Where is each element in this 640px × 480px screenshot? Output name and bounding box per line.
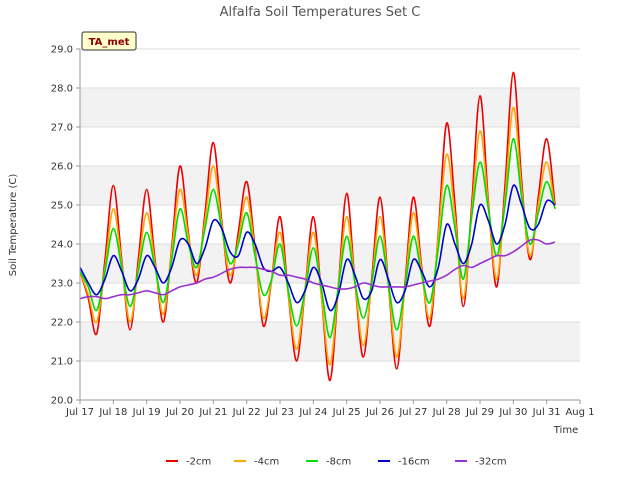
y-tick-label: 24.0 xyxy=(51,240,73,251)
plot-band xyxy=(80,49,580,88)
y-tick-label: 29.0 xyxy=(51,45,73,56)
plot-band xyxy=(80,205,580,244)
x-tick-label: Jul 23 xyxy=(265,407,294,418)
y-tick-label: 20.0 xyxy=(51,396,73,407)
axes xyxy=(79,49,580,401)
y-tick-label: 21.0 xyxy=(51,357,73,368)
plot-band xyxy=(80,88,580,127)
series-line-32cm xyxy=(79,238,556,300)
x-axis-ticks: Jul 17 Jul 18 Jul 19 Jul 20 Jul 21 Jul 22 Jul … xyxy=(65,400,595,418)
x-tick-label: Jul 17 xyxy=(65,407,94,418)
legend: -2cm -4cm -8cm -16cm -32cm xyxy=(166,457,507,468)
y-tick-label: 22.0 xyxy=(51,318,73,329)
y-tick-label: 28.0 xyxy=(51,84,73,95)
x-tick-label: Jul 24 xyxy=(298,407,327,418)
x-tick-label: Jul 30 xyxy=(498,407,527,418)
x-tick-label: Aug 1 xyxy=(565,407,594,418)
y-tick-label: 26.0 xyxy=(51,162,73,173)
plot-band xyxy=(80,244,580,283)
series-line-8cm xyxy=(79,137,556,339)
series-line-16cm xyxy=(79,184,556,312)
y-tick-label: 25.0 xyxy=(51,201,73,212)
ta-met-badge-label: TA_met xyxy=(89,37,130,48)
x-tick-label: Jul 18 xyxy=(98,407,127,418)
x-tick-label: Jul 25 xyxy=(332,407,361,418)
series-line-4cm xyxy=(79,106,556,366)
y-tick-label: 23.0 xyxy=(51,279,73,290)
x-tick-label: Jul 19 xyxy=(132,407,161,418)
y-axis-ticks: 20.0 21.0 22.0 23.0 24.0 25.0 26.0 27.0 28.0 29.0 xyxy=(51,45,80,407)
ta-met-badge: TA_met xyxy=(81,31,137,51)
x-tick-label: Jul 20 xyxy=(165,407,194,418)
legend-label: -2cm xyxy=(186,457,211,468)
x-tick-label: Jul 26 xyxy=(365,407,394,418)
x-tick-label: Jul 29 xyxy=(465,407,494,418)
plot-band xyxy=(80,283,580,322)
x-tick-label: Jul 27 xyxy=(398,407,427,418)
legend-label: -4cm xyxy=(254,457,279,468)
x-tick-label: Jul 28 xyxy=(432,407,461,418)
x-axis-label: Time xyxy=(553,425,578,436)
x-tick-label: Jul 22 xyxy=(232,407,261,418)
plot-band xyxy=(80,166,580,205)
y-tick-label: 27.0 xyxy=(51,123,73,134)
legend-label: -16cm xyxy=(398,457,430,468)
series-lines xyxy=(79,71,556,382)
series-line-2cm xyxy=(79,71,556,382)
y-axis-label: Soil Temperature (C) xyxy=(8,174,19,277)
x-tick-label: Jul 21 xyxy=(198,407,227,418)
plot-band xyxy=(80,127,580,166)
plot-band xyxy=(80,322,580,361)
legend-label: -32cm xyxy=(475,457,507,468)
chart-title: Alfalfa Soil Temperatures Set C xyxy=(220,5,421,20)
plot-background xyxy=(80,49,580,400)
x-tick-label: Jul 31 xyxy=(532,407,561,418)
legend-label: -8cm xyxy=(326,457,351,468)
